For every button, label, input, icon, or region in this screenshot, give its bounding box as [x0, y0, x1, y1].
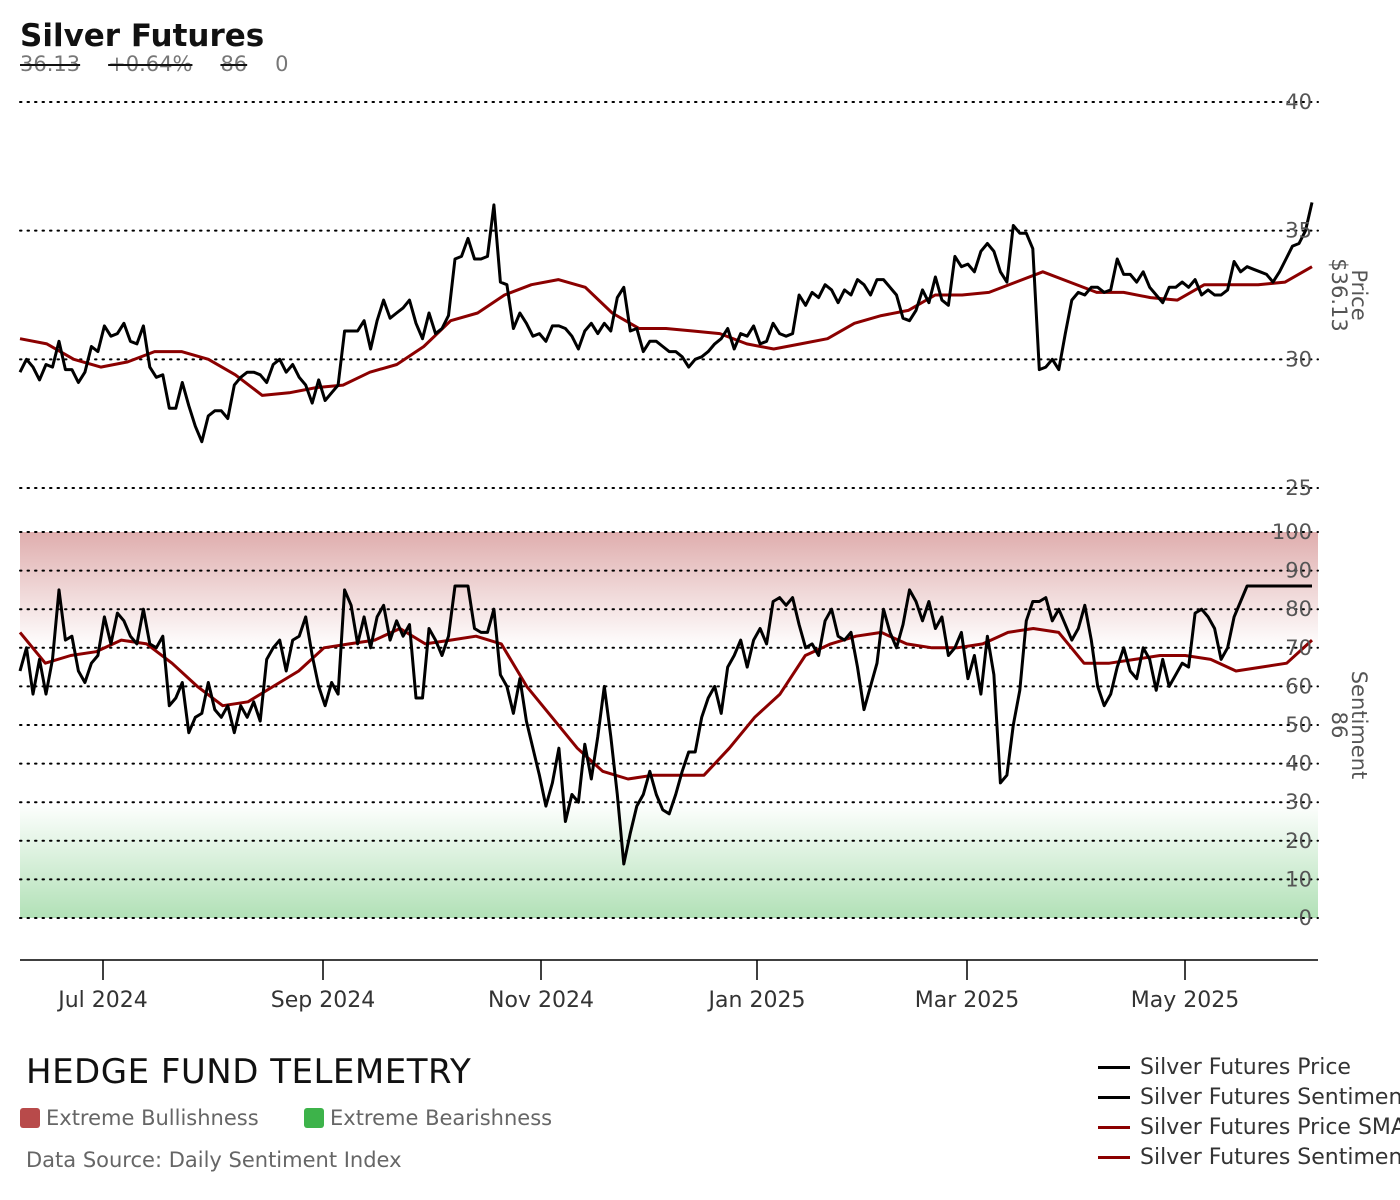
bear-key-label: Extreme Bearishness	[330, 1106, 553, 1130]
sentiment-value: 86	[220, 52, 248, 76]
sentiment-sma-line	[18, 627, 1314, 781]
sentiment-tick-label: 90	[1285, 559, 1312, 583]
x-tick-label: Jul 2024	[56, 988, 148, 1013]
sentiment-tick-label: 30	[1285, 790, 1312, 814]
bear-key: Extreme Bearishness	[304, 1106, 552, 1130]
sentiment-axis-title: Sentiment	[1347, 671, 1371, 780]
bull-key: Extreme Bullishness	[20, 1106, 259, 1130]
price-tick-label: 35	[1285, 219, 1312, 243]
sentiment-tick-label: 0	[1299, 906, 1312, 930]
legend-item-price-sma[interactable]: Silver Futures Price SMA	[1098, 1112, 1400, 1142]
sentiment-axis-value: 86	[1327, 712, 1351, 739]
price-tick-label: 40	[1285, 90, 1312, 114]
x-tick-label: Nov 2024	[488, 988, 594, 1013]
sentiment-tick-label: 60	[1285, 674, 1312, 698]
price-tick-label: 30	[1285, 347, 1312, 371]
sentiment-line	[18, 584, 1312, 866]
x-tick-label: Jan 2025	[707, 988, 806, 1013]
sentiment-tick-label: 50	[1285, 713, 1312, 737]
chart-title: Silver Futures	[20, 18, 265, 54]
legend-label: Silver Futures Price SMA	[1140, 1114, 1400, 1140]
x-tick-label: May 2025	[1131, 988, 1239, 1013]
price-value: 36.13	[20, 52, 81, 76]
x-tick-label: Mar 2025	[915, 988, 1020, 1013]
legend-item-sentiment-sma[interactable]: Silver Futures Sentiment SMA	[1098, 1142, 1400, 1172]
data-source: Data Source: Daily Sentiment Index	[26, 1148, 402, 1172]
price-tick-label: 25	[1285, 476, 1312, 500]
sentiment-tick-label: 80	[1285, 597, 1312, 621]
legend-line-icon	[1098, 1095, 1130, 1099]
legend-item-sentiment[interactable]: Silver Futures Sentiment	[1098, 1082, 1400, 1112]
change-value: +0.64%	[108, 52, 193, 76]
legend-line-icon	[1098, 1155, 1130, 1159]
sentiment-tick-label: 70	[1285, 636, 1312, 660]
legend-label: Silver Futures Sentiment	[1140, 1084, 1400, 1110]
price-axis-title: Price	[1347, 269, 1371, 320]
sentiment-tick-label: 40	[1285, 752, 1312, 776]
price-axis-value: $36.13	[1327, 258, 1351, 331]
legend-line-icon	[1098, 1065, 1130, 1069]
stats-row: 36.13 +0.64% 86 0	[20, 52, 317, 76]
x-tick-label: Sep 2024	[271, 988, 375, 1013]
extra-value: 0	[275, 52, 289, 76]
legend-label: Silver Futures Sentiment SMA	[1140, 1144, 1400, 1170]
sentiment-tick-label: 10	[1285, 867, 1312, 891]
bear-swatch	[304, 1108, 324, 1128]
sentiment-tick-label: 100	[1272, 520, 1312, 544]
chart-legend: Silver Futures Price Silver Futures Sent…	[1098, 1052, 1400, 1172]
legend-label: Silver Futures Price	[1140, 1054, 1351, 1080]
brand-name: HEDGE FUND TELEMETRY	[26, 1052, 472, 1092]
bull-band	[20, 532, 1318, 648]
legend-line-icon	[1098, 1125, 1130, 1129]
price-sma-line	[19, 265, 1313, 397]
price-line	[18, 202, 1314, 444]
legend-item-price[interactable]: Silver Futures Price	[1098, 1052, 1400, 1082]
bull-key-label: Extreme Bullishness	[46, 1106, 259, 1130]
bear-band	[20, 802, 1318, 918]
bull-swatch	[20, 1108, 40, 1128]
sentiment-tick-label: 20	[1285, 829, 1312, 853]
